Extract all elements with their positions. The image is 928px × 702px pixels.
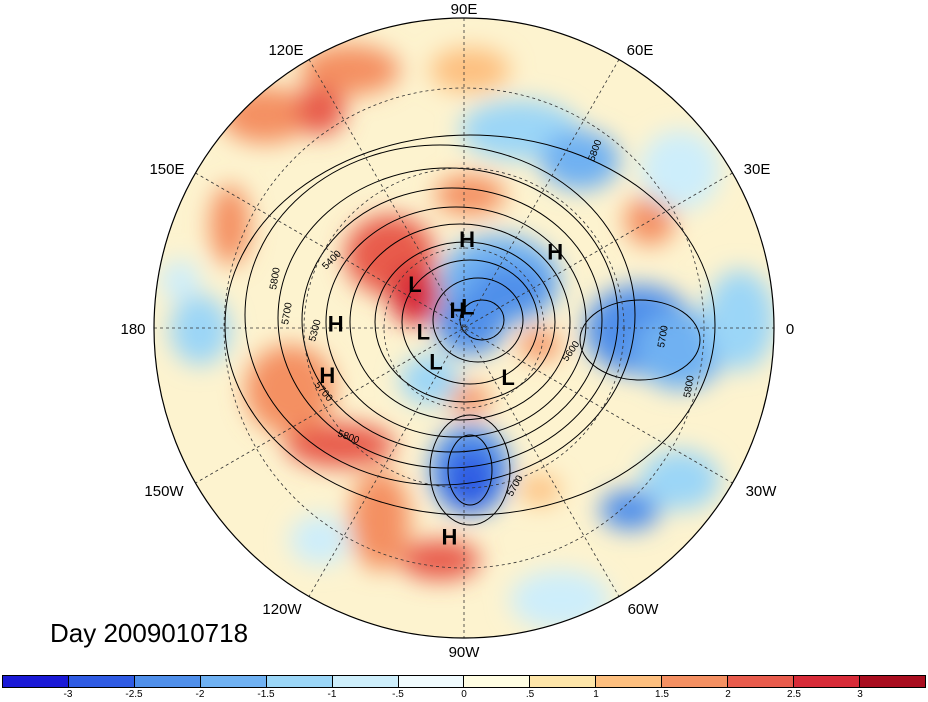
colorbar-swatch: [728, 676, 795, 687]
contour-line: [459, 299, 505, 341]
map-boundary: [153, 17, 775, 639]
lon-label: 0: [786, 321, 794, 338]
colorbar-tick-label: -1.5: [257, 689, 275, 700]
contour-line: [579, 299, 701, 381]
anomaly-blobs: [160, 45, 774, 630]
colorbar-swatch: [332, 676, 399, 687]
colorbar-swatch: [794, 676, 860, 687]
lon-label: 60W: [628, 601, 660, 618]
contour-label: 5700: [280, 301, 295, 325]
colorbar-tick-label: 1.5: [655, 689, 669, 700]
contour-label: 5700: [656, 324, 671, 348]
lon-label: 60E: [627, 42, 654, 59]
lon-label: 150W: [144, 483, 184, 500]
lon-label: 150E: [149, 161, 184, 178]
day-label: Day 2009010718: [50, 618, 249, 648]
polar-stereographic-map: 90E 60E 30E 0 30W 60W 90W 120W 150W 180 …: [120, 1, 794, 661]
contour-line: [432, 277, 524, 363]
high-pressure-label: H: [441, 525, 457, 550]
colorbar-swatch: [134, 676, 201, 687]
high-pressure-label: H: [328, 312, 344, 337]
lon-label: 90W: [449, 644, 481, 661]
colorbar-tick-label: 0: [461, 689, 467, 700]
low-pressure-label: L: [461, 295, 474, 320]
colorbar: [2, 675, 926, 688]
colorbar-tick-label: 1: [593, 689, 599, 700]
colorbar-tick-label: -2: [195, 689, 205, 700]
contour-line: [224, 134, 716, 516]
colorbar-ticks: -3 -2.5 -2 -1.5 -1 -.5 0 .5 1 1.5 2 2.5 3: [2, 689, 926, 702]
high-pressure-label: H: [547, 240, 563, 265]
contour-label: 5800: [682, 374, 697, 398]
lon-label: 120W: [262, 601, 302, 618]
colorbar-tick-label: 2.5: [787, 689, 801, 700]
colorbar-tick-label: .5: [525, 689, 535, 700]
colorbar-swatch: [398, 676, 465, 687]
colorbar-tick-label: -3: [63, 689, 73, 700]
contour-line: [447, 434, 493, 506]
low-pressure-label: L: [417, 320, 430, 345]
high-pressure-label: H: [319, 363, 335, 388]
colorbar-tick-label: 3: [857, 689, 863, 700]
colorbar-swatch: [662, 676, 729, 687]
lon-label: 90E: [451, 1, 478, 18]
contour-line: [429, 414, 511, 526]
contour-line: [374, 241, 556, 403]
lon-label: 180: [120, 321, 145, 338]
colorbar-swatch: [596, 676, 663, 687]
graticule: [154, 18, 774, 638]
colorbar-swatch: [3, 676, 69, 687]
height-contours: [224, 134, 716, 526]
colorbar-swatch: [859, 676, 925, 687]
colorbar-swatch: [200, 676, 267, 687]
low-pressure-label: L: [429, 349, 442, 374]
colorbar-swatch: [530, 676, 597, 687]
contour-line: [401, 259, 539, 385]
contour-label: 5800: [268, 266, 283, 290]
colorbar-tick-label: -1: [327, 689, 337, 700]
low-pressure-label: L: [408, 272, 421, 297]
lon-label: 120E: [268, 42, 303, 59]
colorbar-tick-label: -.5: [392, 689, 404, 700]
colorbar-swatch: [464, 676, 531, 687]
high-pressure-label: H: [459, 227, 475, 252]
colorbar-tick-label: -2.5: [125, 689, 143, 700]
high-pressure-label: H: [450, 298, 466, 323]
low-pressure-label: L: [501, 365, 514, 390]
colorbar-swatch: [68, 676, 135, 687]
contour-line: [301, 187, 603, 453]
contour-line: [244, 144, 636, 486]
colorbar-swatch: [266, 676, 333, 687]
contour-line: [349, 223, 571, 421]
anomaly-field: [154, 18, 774, 638]
lon-label: 30E: [744, 161, 771, 178]
longitude-labels: 90E 60E 30E 0 30W 60W 90W 120W 150W 180 …: [120, 1, 794, 661]
lon-label: 30W: [746, 483, 778, 500]
colorbar-tick-label: 2: [725, 689, 731, 700]
